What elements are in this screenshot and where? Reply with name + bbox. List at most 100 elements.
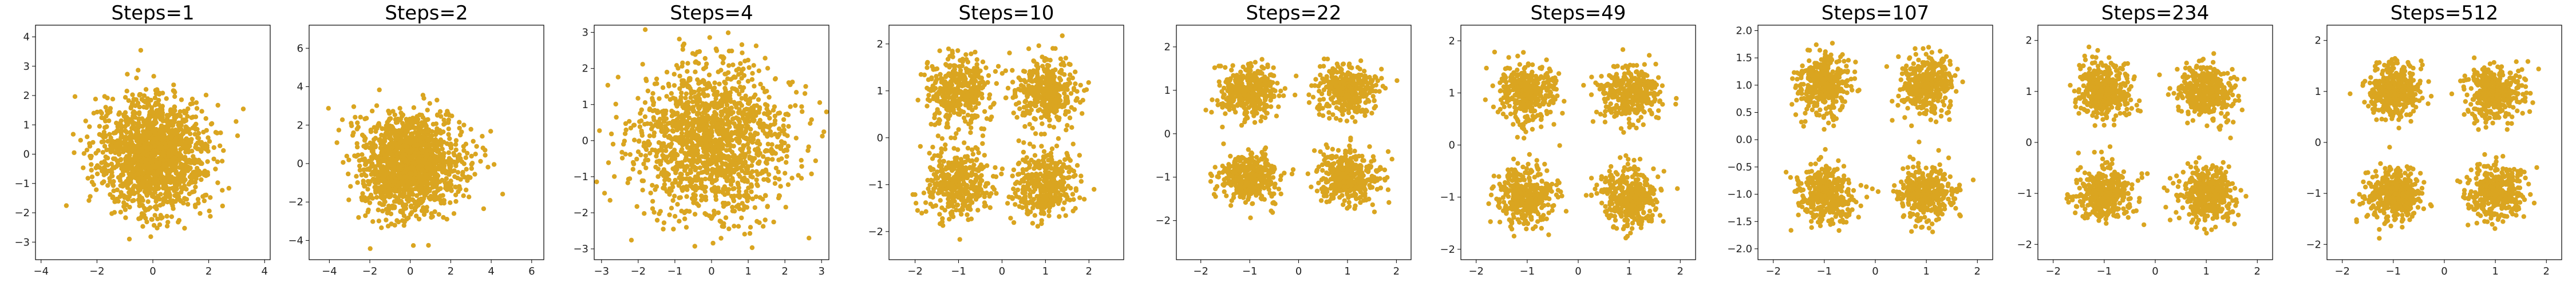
data-point: [438, 186, 443, 191]
data-point: [149, 217, 154, 222]
data-point: [89, 153, 94, 159]
data-point: [644, 147, 649, 152]
data-point: [393, 141, 398, 146]
data-point: [103, 133, 108, 138]
data-point: [673, 180, 678, 185]
data-point: [685, 69, 690, 74]
data-point: [764, 157, 770, 162]
data-point: [393, 120, 399, 125]
data-point: [355, 180, 360, 185]
data-point: [402, 174, 408, 180]
data-point: [370, 108, 375, 114]
data-point: [760, 85, 766, 91]
data-point: [429, 181, 434, 186]
data-point: [607, 198, 613, 203]
data-point: [714, 177, 719, 182]
data-point: [594, 179, 599, 185]
data-point: [771, 219, 776, 225]
data-point: [1066, 77, 1072, 82]
data-point: [183, 118, 189, 123]
data-point: [472, 172, 477, 177]
data-point: [189, 172, 194, 177]
data-point: [640, 62, 645, 67]
data-point: [736, 189, 742, 194]
data-point: [441, 165, 447, 171]
data-point: [657, 211, 662, 216]
data-point: [1046, 208, 1052, 214]
data-point: [709, 101, 714, 106]
data-point: [764, 89, 769, 94]
data-point: [403, 144, 409, 149]
data-point: [421, 148, 426, 153]
data-point: [560, 177, 565, 182]
y-tick-label: −3: [14, 236, 30, 248]
data-point: [123, 215, 128, 220]
data-point: [356, 215, 361, 220]
data-point: [140, 176, 146, 182]
data-point: [739, 96, 744, 101]
data-point: [396, 181, 401, 186]
data-point: [344, 153, 349, 159]
data-point: [427, 101, 432, 106]
data-point: [158, 175, 163, 180]
data-point: [168, 162, 173, 168]
data-point: [683, 225, 689, 230]
data-point: [180, 179, 186, 184]
data-point: [687, 176, 693, 181]
data-point: [722, 192, 728, 197]
data-point: [927, 182, 933, 188]
data-point: [683, 209, 688, 214]
x-tick-label: 3: [818, 265, 824, 277]
data-point: [186, 181, 192, 187]
data-point: [784, 112, 790, 117]
data-point: [597, 128, 602, 133]
data-point: [723, 161, 728, 166]
data-point: [179, 97, 184, 102]
data-point: [129, 125, 135, 131]
data-point: [708, 142, 713, 148]
data-point: [380, 150, 385, 156]
data-point: [101, 179, 106, 184]
data-point: [1011, 167, 1017, 173]
data-point: [758, 82, 763, 87]
data-point: [930, 145, 935, 150]
data-point: [915, 208, 920, 213]
data-point: [739, 215, 744, 221]
data-point: [651, 210, 657, 215]
data-point: [756, 97, 761, 102]
data-point: [114, 149, 120, 154]
data-point: [151, 223, 157, 228]
data-point: [750, 196, 755, 201]
data-point: [623, 127, 629, 133]
data-point: [1032, 116, 1037, 121]
data-point: [160, 112, 165, 117]
data-point: [387, 116, 392, 121]
data-point: [614, 114, 619, 120]
data-point: [112, 210, 117, 215]
data-point: [369, 164, 374, 169]
data-point: [434, 113, 440, 118]
data-point: [722, 80, 727, 85]
data-point: [701, 110, 706, 115]
data-point: [727, 178, 732, 184]
data-point: [85, 134, 90, 140]
data-point: [161, 181, 167, 186]
data-point: [203, 141, 208, 146]
data-point: [208, 195, 213, 200]
data-point: [199, 170, 205, 176]
data-point: [392, 112, 398, 117]
data-point: [750, 71, 755, 76]
data-point: [407, 156, 413, 161]
data-point: [773, 165, 779, 171]
data-point: [702, 176, 708, 182]
data-point: [436, 130, 441, 135]
data-point: [675, 124, 681, 129]
data-point: [150, 110, 156, 116]
data-point: [221, 148, 226, 153]
data-point: [635, 149, 641, 154]
data-point: [123, 160, 128, 165]
data-point: [144, 160, 149, 165]
data-point: [634, 204, 639, 209]
data-point: [142, 205, 147, 211]
